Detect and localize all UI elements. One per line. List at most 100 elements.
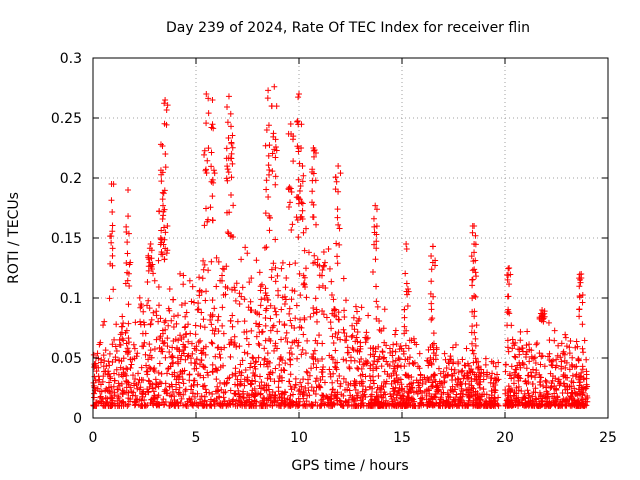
data-point (264, 375, 271, 382)
data-point (229, 371, 236, 378)
data-point (430, 346, 437, 353)
data-point (196, 287, 203, 294)
data-point (103, 385, 110, 392)
data-point (100, 322, 107, 329)
data-point (324, 395, 331, 402)
data-point (161, 100, 168, 107)
data-point (547, 384, 554, 391)
data-point (113, 321, 120, 328)
data-point (155, 284, 162, 291)
data-point (305, 249, 312, 256)
data-point (300, 376, 307, 383)
data-point (393, 375, 400, 382)
data-point (452, 376, 459, 383)
data-point (414, 390, 421, 397)
data-point (346, 387, 353, 394)
data-point (297, 182, 304, 189)
data-point (313, 364, 320, 371)
data-point (538, 398, 545, 405)
data-point (279, 397, 286, 404)
data-point (227, 317, 234, 324)
data-point (573, 338, 580, 345)
data-point (159, 216, 166, 223)
data-point (309, 166, 316, 173)
data-point (243, 335, 250, 342)
data-point (132, 376, 139, 383)
data-point (204, 369, 211, 376)
data-point (286, 356, 293, 363)
data-point (351, 398, 358, 405)
data-point (270, 133, 277, 140)
data-point (378, 401, 385, 408)
data-point (145, 297, 152, 304)
data-point (378, 385, 385, 392)
data-point (160, 202, 167, 209)
data-point (463, 387, 470, 394)
data-point (135, 370, 142, 377)
data-point (329, 379, 336, 386)
data-point (549, 357, 556, 364)
data-point (197, 337, 204, 344)
data-point (522, 377, 529, 384)
data-point (118, 380, 125, 387)
data-point (373, 389, 380, 396)
data-point (297, 379, 304, 386)
data-point (195, 300, 202, 307)
data-point (524, 328, 531, 335)
data-point (287, 185, 294, 192)
data-point (255, 323, 262, 330)
data-point (278, 367, 285, 374)
data-point (374, 303, 381, 310)
data-point (513, 366, 520, 373)
data-point (264, 296, 271, 303)
data-point (383, 358, 390, 365)
data-point (319, 356, 326, 363)
data-point (176, 384, 183, 391)
data-point (310, 360, 317, 367)
data-point (543, 379, 550, 386)
data-point (363, 335, 370, 342)
data-point (424, 357, 431, 364)
data-point (205, 372, 212, 379)
data-point (320, 311, 327, 318)
data-point (508, 375, 515, 382)
data-point (219, 272, 226, 279)
data-point (92, 377, 99, 384)
data-point (459, 367, 466, 374)
data-point (565, 400, 572, 407)
data-point (287, 121, 294, 127)
data-point (320, 248, 327, 255)
data-point (564, 390, 571, 397)
data-point (300, 331, 307, 338)
data-point (105, 402, 112, 409)
data-point (539, 352, 546, 359)
data-point (281, 321, 288, 328)
data-point (120, 320, 127, 327)
data-point (523, 342, 530, 349)
data-point (568, 383, 575, 390)
data-point (207, 402, 214, 409)
data-point (198, 350, 205, 357)
data-point (319, 308, 326, 315)
data-point (144, 371, 151, 378)
data-point (440, 398, 447, 405)
data-point (504, 337, 511, 344)
data-point (190, 382, 197, 389)
data-point (536, 350, 543, 357)
data-point (147, 321, 154, 328)
data-point (278, 374, 285, 381)
data-point (261, 355, 268, 362)
data-point (196, 292, 203, 299)
data-point (288, 386, 295, 393)
data-point (123, 377, 130, 384)
data-point (373, 231, 380, 238)
data-point (166, 392, 173, 399)
data-point (188, 386, 195, 393)
gridlines (93, 58, 608, 418)
data-point (223, 379, 230, 386)
data-point (345, 382, 352, 389)
data-point (173, 381, 180, 388)
data-point (516, 351, 523, 358)
data-point (391, 377, 398, 384)
data-point (209, 361, 216, 368)
